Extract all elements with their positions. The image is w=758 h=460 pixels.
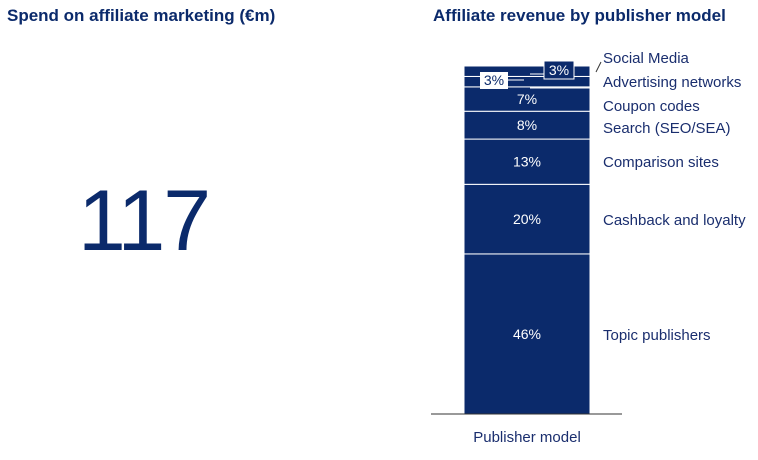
bar-segment <box>463 138 591 185</box>
segment-value-label: 7% <box>517 91 537 107</box>
bar-segment <box>463 65 591 77</box>
label-box <box>543 60 575 80</box>
series-name-label: Social Media <box>603 50 690 67</box>
segment-value-labels: 46% 20% 13% 8% 7% 3% 3% <box>480 60 575 342</box>
series-name-label: Comparison sites <box>603 154 719 171</box>
chart-title: Affiliate revenue by publisher model <box>433 6 726 25</box>
series-name-label: Topic publishers <box>603 327 711 344</box>
segment-value-label: 3% <box>484 72 504 88</box>
bar-segment <box>463 86 591 112</box>
series-name-labels: Topic publishers Cashback and loyalty Comp… <box>603 50 746 344</box>
series-name-label: Search (SEO/SEA) <box>603 120 731 137</box>
series-name-label: Advertising networks <box>603 74 741 91</box>
segment-value-label: 8% <box>517 117 537 133</box>
x-category-label: Publisher model <box>473 429 581 446</box>
segment-value-label: 20% <box>513 211 541 227</box>
series-name-label: Coupon codes <box>603 98 700 115</box>
bar-segment <box>463 110 591 140</box>
spend-title: Spend on affiliate marketing (€m) <box>7 6 276 25</box>
segment-value-label: 13% <box>513 154 541 170</box>
spend-value: 117 <box>78 173 211 269</box>
label-box <box>480 72 508 89</box>
leader-line <box>595 61 602 73</box>
leader-lines <box>508 61 602 89</box>
bar-segment <box>463 183 591 255</box>
bar-segments <box>463 65 591 415</box>
segment-value-label: 46% <box>513 326 541 342</box>
series-name-label: Cashback and loyalty <box>603 212 746 229</box>
segment-value-label: 3% <box>549 62 569 78</box>
